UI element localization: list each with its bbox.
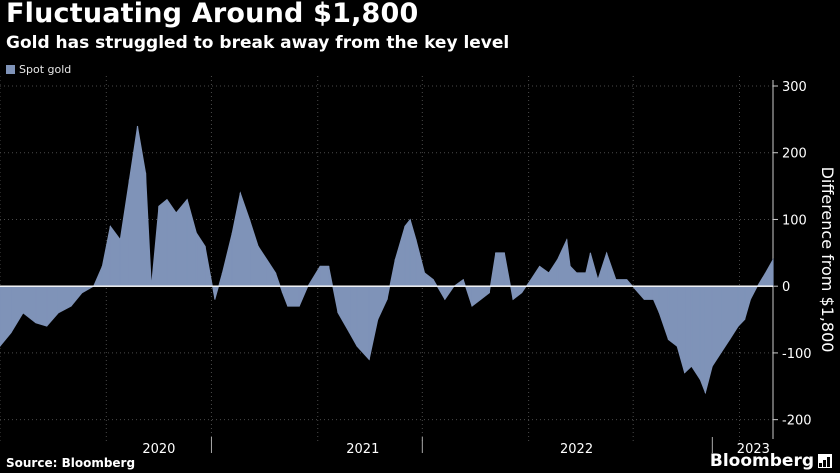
- legend-swatch-spot-gold: [6, 65, 15, 74]
- series-area-spot-gold: [0, 125, 774, 395]
- x-tick-label: 2023: [737, 442, 770, 457]
- bloomberg-logo: Bloomberg: [710, 451, 832, 471]
- y-tick-label: 200: [782, 147, 807, 162]
- y-tick-label: 0: [782, 280, 790, 295]
- y-tick-label: 300: [782, 80, 807, 95]
- y-axis-title: Difference from $1,800: [818, 167, 837, 353]
- y-tick-label: 100: [782, 213, 807, 228]
- x-tick-label: 2021: [346, 442, 379, 457]
- source-note: Source: Bloomberg: [6, 456, 136, 470]
- chart-title: Fluctuating Around $1,800: [6, 0, 419, 29]
- brand-name: Bloomberg: [709, 451, 814, 471]
- legend: Spot gold: [6, 63, 71, 76]
- chart-subtitle: Gold has struggled to break away from th…: [6, 33, 510, 53]
- y-tick-label: -100: [782, 347, 812, 362]
- legend-label-spot-gold: Spot gold: [19, 63, 72, 76]
- x-tick-label: 2022: [560, 442, 593, 457]
- bloomberg-logo-icon: [818, 454, 832, 468]
- x-tick-label: 2020: [142, 442, 175, 457]
- y-tick-label: -200: [782, 414, 812, 429]
